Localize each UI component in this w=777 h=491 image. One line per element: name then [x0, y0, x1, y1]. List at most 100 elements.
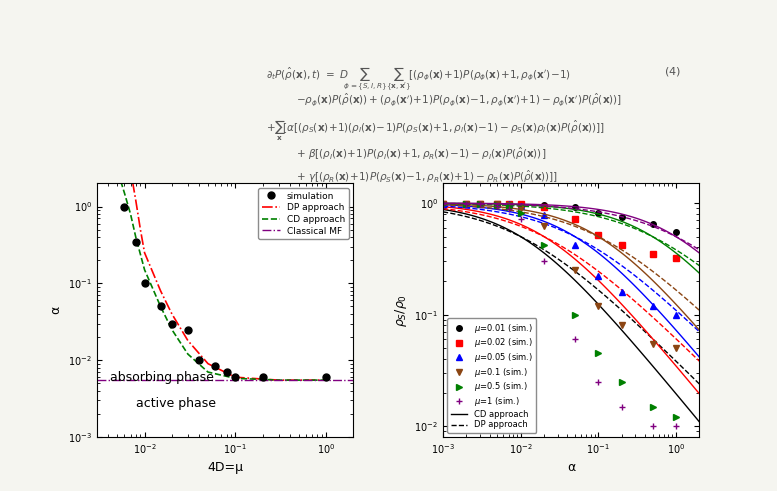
- $\mu$=0.5 (sim.): [648, 404, 657, 409]
- Text: $-\rho_\phi(\mathbf{x})P(\hat{\rho}(\mathbf{x}))+(\rho_\phi(\mathbf{x}')\!+\!1)P: $-\rho_\phi(\mathbf{x})P(\hat{\rho}(\mat…: [296, 91, 622, 108]
- Text: $+\ \gamma[(\rho_R(\mathbf{x})\!+\!1)P(\rho_S(\mathbf{x})\!-\!1,\rho_R(\mathbf{x: $+\ \gamma[(\rho_R(\mathbf{x})\!+\!1)P(\…: [296, 168, 558, 185]
- $\mu$=0.01 (sim.): [539, 202, 549, 208]
- $\mu$=0.5 (sim.): [594, 351, 603, 356]
- $\mu$=0.05 (sim.): [617, 289, 626, 295]
- DP approach: [167, 311, 176, 317]
- simulation: [194, 357, 204, 363]
- $\mu$=0.02 (sim.): [570, 216, 580, 222]
- DP approach: [274, 377, 284, 383]
- $\mu$=1 (sim.): [539, 258, 549, 264]
- CD approach: [274, 377, 284, 383]
- $\mu$=0.5 (sim.): [462, 201, 471, 207]
- $\mu$=0.01 (sim.): [617, 214, 626, 220]
- Text: absorbing phase: absorbing phase: [110, 371, 214, 384]
- simulation: [167, 321, 176, 327]
- $\mu$=0.01 (sim.): [504, 201, 514, 207]
- DP approach: [231, 374, 240, 380]
- $\mu$=0.01 (sim.): [493, 201, 502, 207]
- $\mu$=0.02 (sim.): [438, 201, 448, 207]
- Line: $\mu$=1 (sim.): $\mu$=1 (sim.): [441, 201, 679, 429]
- $\mu$=1 (sim.): [570, 336, 580, 342]
- $\mu$=0.5 (sim.): [504, 204, 514, 210]
- simulation: [131, 239, 141, 245]
- $\mu$=0.05 (sim.): [594, 273, 603, 279]
- simulation: [322, 374, 331, 380]
- $\mu$=1 (sim.): [438, 201, 448, 207]
- Y-axis label: $\rho_S/\rho_0$: $\rho_S/\rho_0$: [393, 294, 409, 327]
- $\mu$=0.1 (sim.): [516, 205, 525, 211]
- Line: $\mu$=0.01 (sim.): $\mu$=0.01 (sim.): [441, 201, 679, 235]
- $\mu$=0.5 (sim.): [516, 210, 525, 216]
- $\mu$=0.02 (sim.): [594, 232, 603, 238]
- $\mu$=0.1 (sim.): [462, 201, 471, 207]
- DP approach: [136, 227, 145, 233]
- $\mu$=0.05 (sim.): [570, 242, 580, 248]
- $\mu$=0.1 (sim.): [504, 202, 514, 208]
- Line: simulation: simulation: [121, 203, 329, 381]
- Line: CD approach: CD approach: [109, 130, 326, 380]
- $\mu$=0.02 (sim.): [671, 255, 681, 261]
- Text: $\partial_t P(\hat{\rho}(\mathbf{x}),t)\ =\ D\!\!\sum_{\phi=\{S,I,R\}}\sum_{\{\m: $\partial_t P(\hat{\rho}(\mathbf{x}),t)\…: [266, 65, 570, 93]
- $\mu$=0.01 (sim.): [648, 221, 657, 227]
- $\mu$=0.01 (sim.): [462, 201, 471, 207]
- $\mu$=0.1 (sim.): [438, 201, 448, 207]
- CD approach: [204, 369, 213, 375]
- $\mu$=0.5 (sim.): [617, 379, 626, 385]
- simulation: [183, 327, 193, 332]
- CD approach: [140, 267, 149, 273]
- $\mu$=1 (sim.): [462, 201, 471, 207]
- $\mu$=0.05 (sim.): [648, 303, 657, 309]
- $\mu$=0.1 (sim.): [539, 223, 549, 229]
- $\mu$=0.01 (sim.): [438, 201, 448, 207]
- $\mu$=1 (sim.): [516, 216, 525, 222]
- $\mu$=1 (sim.): [617, 404, 626, 409]
- X-axis label: 4D=μ: 4D=μ: [207, 461, 243, 474]
- Text: $+\ \beta[(\rho_I(\mathbf{x})\!+\!1)P(\rho_I(\mathbf{x})\!+\!1,\rho_R(\mathbf{x}: $+\ \beta[(\rho_I(\mathbf{x})\!+\!1)P(\r…: [296, 145, 546, 162]
- DP approach: [131, 197, 141, 203]
- $\mu$=1 (sim.): [493, 203, 502, 209]
- $\mu$=0.05 (sim.): [438, 201, 448, 207]
- $\mu$=0.1 (sim.): [617, 323, 626, 328]
- CD approach: [113, 167, 122, 173]
- DP approach: [140, 250, 149, 256]
- $\mu$=0.05 (sim.): [493, 201, 502, 207]
- Legend: $\mu$=0.01 (sim.), $\mu$=0.02 (sim.), $\mu$=0.05 (sim.), $\mu$=0.1 (sim.), $\mu$: $\mu$=0.01 (sim.), $\mu$=0.02 (sim.), $\…: [448, 319, 536, 433]
- Classical MF: [322, 377, 331, 383]
- $\mu$=0.01 (sim.): [594, 210, 603, 216]
- simulation: [120, 204, 129, 210]
- DP approach: [120, 127, 129, 133]
- $\mu$=0.01 (sim.): [570, 204, 580, 210]
- simulation: [258, 374, 267, 380]
- $\mu$=0.02 (sim.): [476, 201, 485, 207]
- $\mu$=0.1 (sim.): [493, 201, 502, 207]
- $\mu$=0.02 (sim.): [617, 242, 626, 248]
- $\mu$=0.1 (sim.): [570, 267, 580, 273]
- CD approach: [104, 127, 113, 133]
- $\mu$=0.05 (sim.): [476, 201, 485, 207]
- simulation: [222, 369, 232, 375]
- $\mu$=0.02 (sim.): [493, 201, 502, 207]
- $\mu$=0.05 (sim.): [671, 312, 681, 318]
- X-axis label: α: α: [567, 461, 575, 474]
- $\mu$=0.1 (sim.): [594, 303, 603, 309]
- Y-axis label: α: α: [50, 306, 63, 314]
- $\mu$=0.02 (sim.): [539, 204, 549, 210]
- $\mu$=0.1 (sim.): [671, 345, 681, 351]
- DP approach: [183, 338, 193, 344]
- $\mu$=1 (sim.): [671, 423, 681, 429]
- CD approach: [120, 190, 129, 196]
- Line: DP approach: DP approach: [124, 130, 326, 380]
- $\mu$=0.02 (sim.): [648, 251, 657, 257]
- $\mu$=0.02 (sim.): [504, 201, 514, 207]
- Line: $\mu$=0.5 (sim.): $\mu$=0.5 (sim.): [441, 201, 679, 420]
- Line: $\mu$=0.1 (sim.): $\mu$=0.1 (sim.): [441, 201, 679, 351]
- DP approach: [126, 167, 135, 173]
- CD approach: [183, 351, 193, 357]
- $\mu$=1 (sim.): [504, 206, 514, 212]
- $\mu$=0.5 (sim.): [476, 201, 485, 207]
- $\mu$=0.5 (sim.): [570, 312, 580, 318]
- Line: $\mu$=0.05 (sim.): $\mu$=0.05 (sim.): [441, 201, 679, 317]
- CD approach: [167, 327, 176, 332]
- CD approach: [156, 303, 166, 309]
- $\mu$=0.01 (sim.): [671, 229, 681, 235]
